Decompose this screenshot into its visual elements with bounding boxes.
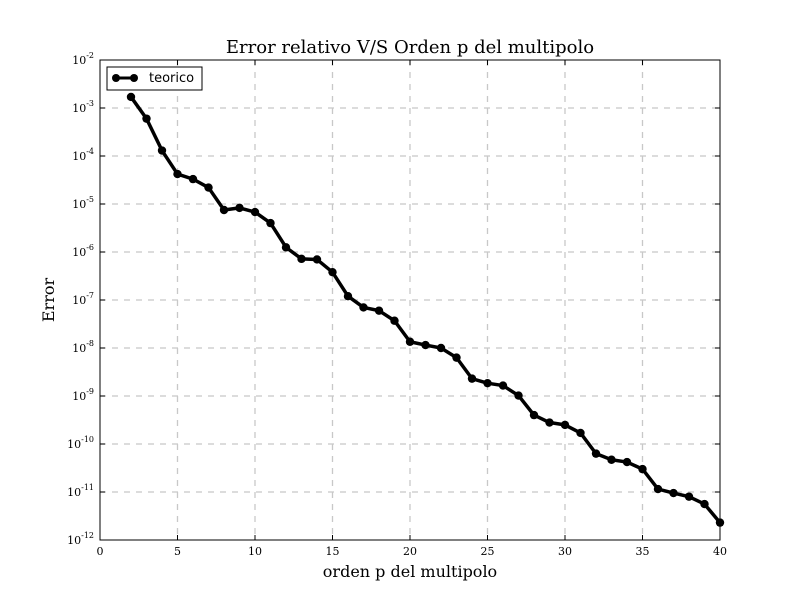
data-point bbox=[622, 457, 632, 467]
data-point bbox=[374, 306, 384, 315]
data-point bbox=[266, 218, 275, 228]
data-point bbox=[514, 391, 523, 400]
y-tick-label: 10-11 bbox=[67, 483, 94, 499]
data-point bbox=[250, 207, 260, 217]
data-point bbox=[700, 499, 709, 509]
data-point bbox=[545, 418, 554, 427]
data-point bbox=[498, 381, 508, 390]
x-tick-label: 30 bbox=[558, 545, 572, 558]
x-tick-label: 35 bbox=[636, 545, 650, 558]
x-tick-label: 0 bbox=[97, 545, 104, 558]
series-layer bbox=[126, 92, 725, 527]
data-point bbox=[188, 174, 198, 184]
data-point bbox=[281, 243, 291, 252]
data-point bbox=[204, 183, 213, 192]
data-point bbox=[421, 340, 430, 350]
data-point bbox=[591, 449, 601, 458]
data-point bbox=[684, 492, 694, 501]
grid bbox=[100, 60, 720, 540]
x-axis-label: orden p del multipolo bbox=[323, 562, 497, 581]
data-point bbox=[638, 464, 647, 474]
series-line bbox=[129, 95, 722, 524]
y-tick-label: 10-6 bbox=[72, 243, 94, 259]
data-point bbox=[157, 146, 167, 155]
data-point bbox=[359, 303, 368, 312]
x-tick-label: 15 bbox=[326, 545, 340, 558]
ticks bbox=[99, 59, 721, 541]
y-tick-label: 10-12 bbox=[67, 531, 94, 547]
legend-marker-right bbox=[130, 74, 138, 82]
data-point bbox=[483, 378, 492, 388]
legend-box bbox=[106, 66, 203, 91]
data-point bbox=[436, 343, 446, 353]
data-point bbox=[467, 374, 477, 383]
y-tick-labels: 10-12 10-11 10-10 10-9 10-8 10-7 10-6 10-5 10-4 1… bbox=[67, 51, 94, 547]
data-point bbox=[529, 410, 539, 420]
data-point bbox=[173, 169, 182, 179]
data-point bbox=[607, 455, 616, 464]
y-tick-label: 10-10 bbox=[67, 435, 94, 451]
data-point bbox=[312, 255, 322, 264]
x-tick-label: 5 bbox=[174, 545, 181, 558]
y-tick-label: 10-2 bbox=[72, 51, 94, 67]
legend-label: teorico bbox=[149, 71, 194, 86]
data-point bbox=[669, 488, 678, 498]
y-tick-label: 10-5 bbox=[72, 195, 94, 211]
y-tick-label: 10-3 bbox=[72, 99, 94, 115]
data-point bbox=[576, 428, 585, 438]
y-tick-label: 10-9 bbox=[72, 387, 94, 403]
data-point bbox=[452, 353, 461, 362]
data-point bbox=[297, 254, 306, 264]
legend: teorico bbox=[106, 66, 203, 91]
x-tick-label: 40 bbox=[713, 545, 727, 558]
data-point bbox=[560, 420, 570, 430]
y-tick-label: 10-4 bbox=[72, 147, 94, 163]
x-tick-label: 20 bbox=[403, 545, 417, 558]
y-axis-label: Error bbox=[39, 278, 58, 323]
data-point bbox=[126, 92, 136, 102]
data-point bbox=[343, 291, 353, 301]
data-point bbox=[328, 267, 337, 277]
data-point bbox=[235, 203, 244, 213]
data-point bbox=[405, 337, 415, 346]
y-tick-label: 10-7 bbox=[72, 291, 94, 307]
x-tick-label: 25 bbox=[481, 545, 495, 558]
legend-marker-left bbox=[112, 74, 120, 82]
chart-title: Error relativo V/S Orden p del multipolo bbox=[226, 37, 594, 58]
x-tick-labels: 0 5 10 15 20 25 30 35 40 bbox=[97, 545, 728, 558]
data-point bbox=[219, 205, 229, 215]
x-tick-label: 10 bbox=[248, 545, 262, 558]
y-tick-label: 10-8 bbox=[72, 339, 94, 355]
data-point bbox=[653, 484, 663, 494]
data-point bbox=[390, 316, 399, 325]
data-point bbox=[142, 114, 151, 123]
